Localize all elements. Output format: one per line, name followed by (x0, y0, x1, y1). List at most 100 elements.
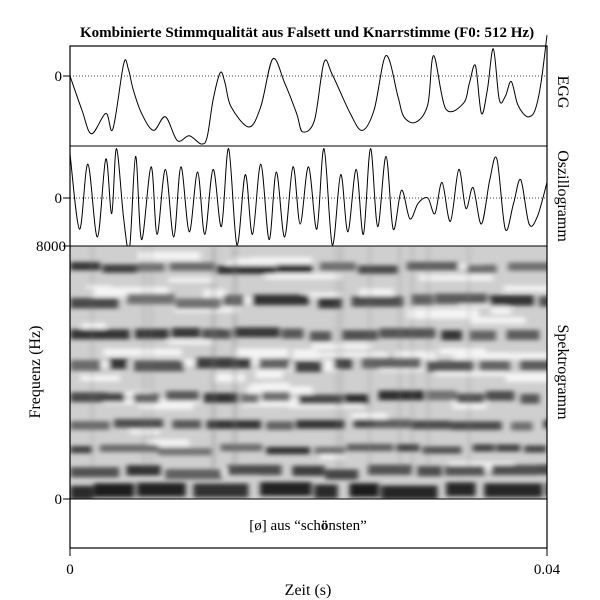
spectrogram-striation (213, 246, 216, 469)
spectrogram-band (479, 360, 511, 372)
spectrogram-band (193, 483, 249, 498)
x-axis-tick-label-end: 0.04 (534, 562, 561, 578)
spectrogram-band (344, 394, 369, 404)
chart-title: Kombinierte Stimmqualität aus Falsett un… (80, 25, 534, 41)
spectrogram-band (353, 419, 375, 428)
spectrogram-highlight (236, 348, 289, 358)
spectrogram-band (240, 393, 259, 404)
spectrogram-striation (211, 246, 214, 469)
spectrogram-band (295, 420, 345, 429)
spectrogram-band (485, 390, 515, 401)
spectrogram-highlight (407, 309, 479, 319)
spectrogram-band (546, 482, 547, 497)
spectrogram-band (351, 296, 404, 307)
spectrogram-band (99, 444, 159, 452)
spectrogram-band (396, 444, 420, 452)
spectrogram-band (262, 391, 291, 402)
spectrogram-band (70, 445, 92, 454)
spectrogram-band (70, 360, 101, 371)
spectrogram-image (70, 246, 547, 499)
spectrogram-highlight (435, 371, 507, 376)
spectrogram-highlight (92, 287, 169, 297)
spectrogram-band (195, 357, 251, 369)
spectrogram-striation (233, 246, 235, 469)
spectrogram-highlight (459, 301, 508, 307)
spectrogram-band (441, 330, 462, 341)
spectrogram-band (217, 265, 276, 274)
spectrogram-band (266, 421, 294, 430)
spectrogram-highlight (255, 369, 283, 379)
spectrogram-highlight (139, 402, 194, 410)
spectrogram-striation (468, 246, 470, 469)
spectrogram-band (165, 469, 222, 480)
caption-part-1: [ø] aus “sch (249, 518, 321, 534)
spectrogram-band (202, 328, 232, 339)
spectrogram-highlight (168, 340, 212, 345)
spectrogram-highlight (292, 349, 318, 359)
spectrogram-highlight (505, 373, 547, 382)
spectrogram-highlight (313, 352, 388, 357)
spectrogram-striation (234, 246, 237, 469)
spectrogram-band (446, 482, 476, 497)
spectrogram-band (380, 485, 438, 499)
spectrogram-striation (143, 246, 146, 469)
spectrogram-tick-label-max: 8000 (36, 239, 66, 255)
spectrogram-band (456, 393, 485, 404)
spectrogram-band (524, 445, 547, 453)
spectrogram-band (411, 294, 434, 305)
spectrogram-band (539, 296, 547, 307)
spectrogram-band (374, 419, 412, 429)
spectrogram-band (158, 448, 212, 456)
segment-caption: [ø] aus “schönsten” (249, 518, 366, 534)
spectrogram-band (425, 360, 474, 372)
egg-panel: 0 EGG (55, 35, 571, 145)
spectrogram-striation (340, 246, 343, 469)
spectrogram-y-axis-label: Frequenz (Hz) (27, 326, 44, 419)
spectrogram-highlight (168, 277, 216, 283)
spectrogram-highlight (138, 251, 201, 260)
spectrogram-band (133, 360, 184, 372)
spectrogram-band (137, 482, 186, 497)
spectrogram-highlight (264, 382, 290, 393)
oscillogram-panel: 0 Oszillogramm (55, 148, 571, 251)
spectrogram-band (314, 446, 345, 455)
spectrogram-highlight (419, 275, 493, 281)
spectrogram-band (520, 393, 540, 404)
spectrogram-striation (411, 246, 414, 469)
spectrogram-panel-label: Spektrogramm (554, 324, 571, 420)
spectrogram-striation (398, 246, 401, 469)
spectrogram-panel: 8000 0 Frequenz (Hz) Spektrogramm (27, 239, 571, 508)
egg-zero-tick-label: 0 (55, 69, 63, 85)
x-axis-tick-label-start: 0 (66, 562, 74, 578)
spectrogram-highlight (80, 375, 120, 382)
spectrogram-highlight (82, 323, 106, 332)
spectrogram-band (472, 444, 495, 452)
spectrogram-highlight (86, 285, 112, 290)
spectrogram-band (259, 482, 312, 496)
spectrogram-band (70, 297, 119, 309)
spectrogram-band (281, 328, 304, 339)
spectrogram-band (511, 421, 533, 431)
spectrogram-highlight (215, 373, 245, 383)
spectrogram-band (506, 329, 540, 340)
spectrogram-band (70, 485, 94, 499)
spectrogram-band (70, 392, 125, 403)
spectrogram-striation (150, 246, 153, 469)
spectrogram-band (484, 483, 543, 498)
spectrogram-highlight (469, 317, 526, 324)
spectrogram-highlight (174, 307, 239, 313)
spectrogram-striation (336, 246, 339, 469)
spectrogram-band (114, 419, 164, 428)
caption-highlight: ö (321, 518, 329, 534)
spectrogram-band (126, 465, 161, 476)
spectrogram-band (93, 483, 135, 498)
spectrogram-band (171, 327, 200, 338)
spectrogram-highlight (108, 391, 153, 397)
caption-part-3: nsten” (328, 518, 366, 534)
spectrogram-band (292, 465, 325, 476)
spectrogram-highlight (490, 308, 512, 315)
spectrogram-band (172, 419, 202, 429)
spectrogram-band (70, 421, 110, 430)
spectrogram-band (169, 262, 216, 271)
